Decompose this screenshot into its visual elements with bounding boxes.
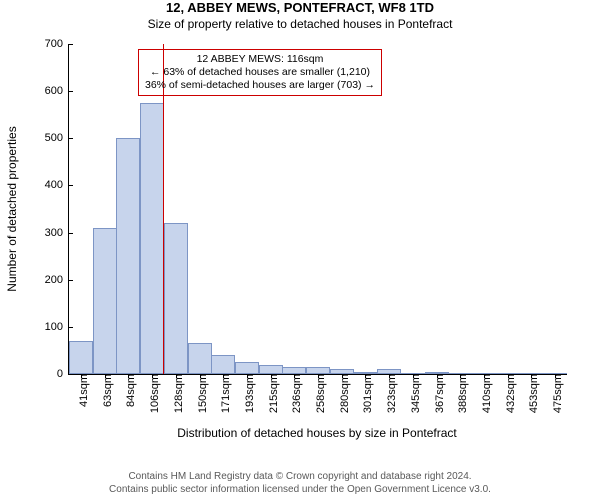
x-tick-label: 475sqm (546, 374, 564, 413)
x-tick-label: 128sqm (167, 374, 185, 413)
histogram-bar (188, 343, 212, 374)
y-tick: 500 (45, 132, 69, 144)
annotation-box: 12 ABBEY MEWS: 116sqm← 63% of detached h… (138, 49, 382, 96)
y-tick: 0 (57, 368, 69, 380)
x-tick-label: 215sqm (262, 374, 280, 413)
histogram-bar (211, 355, 235, 374)
x-tick-label: 41sqm (72, 374, 90, 407)
x-tick-label: 410sqm (475, 374, 493, 413)
histogram-bar (282, 367, 306, 374)
x-tick-label: 171sqm (214, 374, 232, 413)
x-tick-label: 345sqm (404, 374, 422, 413)
histogram-bar (235, 362, 259, 374)
y-tick: 300 (45, 227, 69, 239)
x-tick-label: 193sqm (238, 374, 256, 413)
histogram-bar (164, 223, 188, 374)
x-tick-label: 388sqm (451, 374, 469, 413)
footer-line-2: Contains public sector information licen… (0, 484, 600, 497)
y-tick: 400 (45, 179, 69, 191)
annotation-line: 36% of semi-detached houses are larger (… (145, 79, 375, 92)
x-tick-label: 280sqm (333, 374, 351, 413)
x-tick-label: 323sqm (380, 374, 398, 413)
y-tick: 600 (45, 85, 69, 97)
x-tick-label: 453sqm (522, 374, 540, 413)
chart-subtitle: Size of property relative to detached ho… (0, 17, 600, 31)
x-tick-label: 84sqm (119, 374, 137, 407)
footer-line-1: Contains HM Land Registry data © Crown c… (0, 471, 600, 484)
histogram-bar (116, 138, 140, 374)
x-tick-label: 432sqm (499, 374, 517, 413)
x-tick-label: 150sqm (191, 374, 209, 413)
page-title: 12, ABBEY MEWS, PONTEFRACT, WF8 1TD (0, 0, 600, 15)
y-tick: 200 (45, 274, 69, 286)
y-tick: 700 (45, 38, 69, 50)
y-tick: 100 (45, 321, 69, 333)
histogram-bar (306, 367, 330, 374)
annotation-line: 12 ABBEY MEWS: 116sqm (145, 53, 375, 66)
x-axis-label: Distribution of detached houses by size … (177, 426, 457, 440)
footer-attribution: Contains HM Land Registry data © Crown c… (0, 471, 600, 496)
x-tick-label: 63sqm (96, 374, 114, 407)
annotation-line: ← 63% of detached houses are smaller (1,… (145, 66, 375, 79)
x-tick-label: 236sqm (285, 374, 303, 413)
y-axis-label: Number of detached properties (5, 126, 19, 291)
x-tick-label: 367sqm (428, 374, 446, 413)
x-tick-label: 106sqm (143, 374, 161, 413)
histogram-bar (69, 341, 93, 374)
x-tick-label: 258sqm (309, 374, 327, 413)
x-tick-label: 301sqm (356, 374, 374, 413)
histogram-bar (93, 228, 117, 374)
histogram-bar (259, 365, 283, 374)
histogram-bar (140, 103, 164, 374)
